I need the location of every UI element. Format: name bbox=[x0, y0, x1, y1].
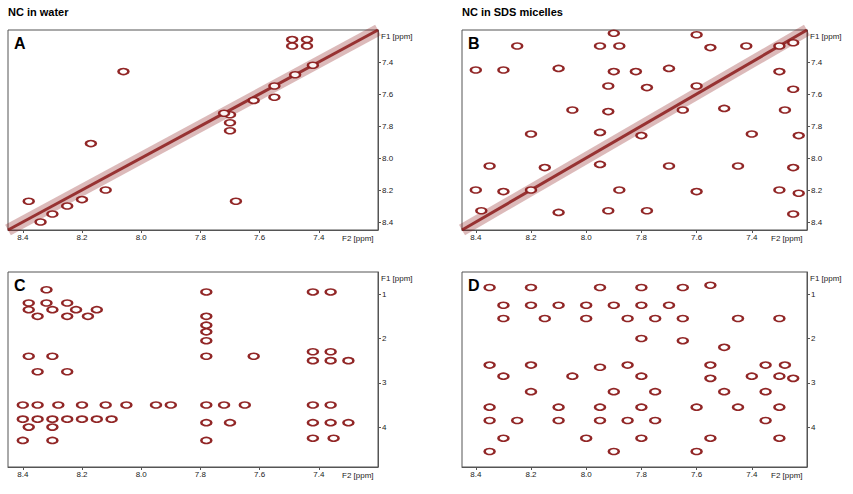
svg-text:8.2: 8.2 bbox=[76, 470, 88, 479]
svg-text:7.4: 7.4 bbox=[811, 58, 823, 67]
svg-text:F2 [ppm]: F2 [ppm] bbox=[771, 234, 803, 243]
svg-text:F1 [ppm]: F1 [ppm] bbox=[381, 32, 413, 41]
svg-text:F2 [ppm]: F2 [ppm] bbox=[771, 471, 803, 480]
svg-text:8.4: 8.4 bbox=[470, 470, 482, 479]
svg-text:7.8: 7.8 bbox=[636, 470, 648, 479]
svg-text:8.4: 8.4 bbox=[811, 218, 823, 227]
svg-text:8.4: 8.4 bbox=[470, 233, 482, 242]
svg-text:7.4: 7.4 bbox=[313, 233, 325, 242]
svg-text:7.8: 7.8 bbox=[195, 233, 207, 242]
svg-text:7.4: 7.4 bbox=[382, 58, 394, 67]
svg-text:7.8: 7.8 bbox=[636, 233, 648, 242]
svg-text:7.6: 7.6 bbox=[691, 470, 703, 479]
svg-text:F1 [ppm]: F1 [ppm] bbox=[381, 274, 413, 283]
svg-text:3: 3 bbox=[811, 378, 816, 387]
svg-text:NC in SDS micelles: NC in SDS micelles bbox=[462, 6, 563, 18]
svg-text:8.4: 8.4 bbox=[17, 233, 29, 242]
svg-text:8.0: 8.0 bbox=[581, 233, 593, 242]
svg-text:2: 2 bbox=[811, 334, 816, 343]
svg-text:4: 4 bbox=[811, 423, 816, 432]
svg-text:8.0: 8.0 bbox=[382, 154, 394, 163]
svg-text:8.2: 8.2 bbox=[525, 233, 537, 242]
svg-text:8.4: 8.4 bbox=[382, 218, 394, 227]
svg-text:7.8: 7.8 bbox=[382, 122, 394, 131]
svg-text:7.8: 7.8 bbox=[811, 122, 823, 131]
svg-text:1: 1 bbox=[382, 290, 387, 299]
svg-text:F1 [ppm]: F1 [ppm] bbox=[810, 32, 842, 41]
svg-text:7.8: 7.8 bbox=[195, 470, 207, 479]
svg-text:4: 4 bbox=[382, 423, 387, 432]
svg-text:7.4: 7.4 bbox=[746, 233, 758, 242]
svg-text:8.2: 8.2 bbox=[76, 233, 88, 242]
svg-text:3: 3 bbox=[382, 378, 387, 387]
svg-text:F2 [ppm]: F2 [ppm] bbox=[342, 234, 374, 243]
svg-text:7.6: 7.6 bbox=[691, 233, 703, 242]
svg-text:7.4: 7.4 bbox=[746, 470, 758, 479]
svg-text:8.2: 8.2 bbox=[382, 186, 394, 195]
svg-text:7.6: 7.6 bbox=[254, 470, 266, 479]
svg-text:C: C bbox=[14, 277, 26, 294]
svg-text:F2 [ppm]: F2 [ppm] bbox=[342, 471, 374, 480]
svg-text:8.2: 8.2 bbox=[811, 186, 823, 195]
svg-text:7.6: 7.6 bbox=[254, 233, 266, 242]
svg-text:F1 [ppm]: F1 [ppm] bbox=[810, 274, 842, 283]
svg-text:8.0: 8.0 bbox=[581, 470, 593, 479]
svg-text:8.4: 8.4 bbox=[17, 470, 29, 479]
svg-text:7.6: 7.6 bbox=[811, 90, 823, 99]
svg-text:D: D bbox=[468, 277, 480, 294]
svg-text:8.0: 8.0 bbox=[136, 470, 148, 479]
svg-text:B: B bbox=[468, 35, 480, 52]
svg-text:7.6: 7.6 bbox=[382, 90, 394, 99]
svg-text:7.4: 7.4 bbox=[313, 470, 325, 479]
svg-text:1: 1 bbox=[811, 290, 816, 299]
svg-text:NC in water: NC in water bbox=[8, 6, 69, 18]
svg-text:A: A bbox=[14, 35, 26, 52]
svg-text:8.0: 8.0 bbox=[136, 233, 148, 242]
svg-text:8.2: 8.2 bbox=[525, 470, 537, 479]
svg-text:2: 2 bbox=[382, 334, 387, 343]
svg-text:8.0: 8.0 bbox=[811, 154, 823, 163]
